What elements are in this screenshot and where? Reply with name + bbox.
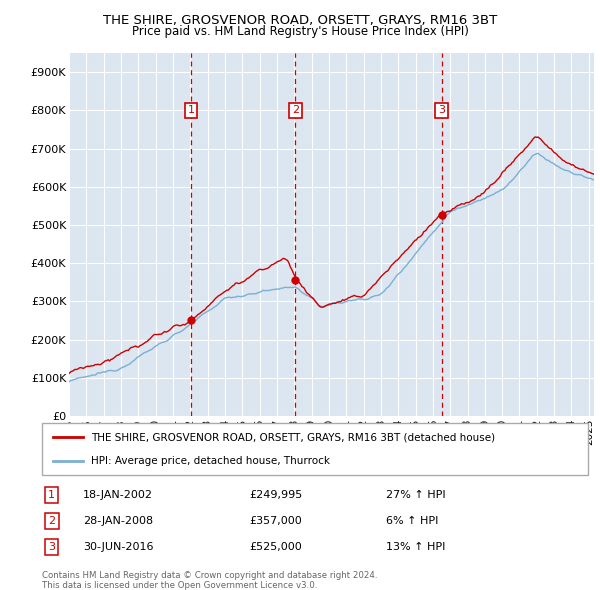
- Text: 27% ↑ HPI: 27% ↑ HPI: [386, 490, 446, 500]
- Text: 2: 2: [292, 106, 299, 116]
- Text: £357,000: £357,000: [250, 516, 302, 526]
- Text: 2: 2: [48, 516, 55, 526]
- Text: 18-JAN-2002: 18-JAN-2002: [83, 490, 153, 500]
- Text: 3: 3: [49, 542, 55, 552]
- Text: £249,995: £249,995: [250, 490, 303, 500]
- Text: HPI: Average price, detached house, Thurrock: HPI: Average price, detached house, Thur…: [91, 456, 330, 466]
- Text: 13% ↑ HPI: 13% ↑ HPI: [386, 542, 445, 552]
- Text: This data is licensed under the Open Government Licence v3.0.: This data is licensed under the Open Gov…: [42, 581, 317, 589]
- FancyBboxPatch shape: [42, 423, 588, 475]
- Text: Contains HM Land Registry data © Crown copyright and database right 2024.: Contains HM Land Registry data © Crown c…: [42, 571, 377, 579]
- Text: 28-JAN-2008: 28-JAN-2008: [83, 516, 153, 526]
- Text: £525,000: £525,000: [250, 542, 302, 552]
- Text: 1: 1: [49, 490, 55, 500]
- Text: 6% ↑ HPI: 6% ↑ HPI: [386, 516, 439, 526]
- Text: Price paid vs. HM Land Registry's House Price Index (HPI): Price paid vs. HM Land Registry's House …: [131, 25, 469, 38]
- Text: THE SHIRE, GROSVENOR ROAD, ORSETT, GRAYS, RM16 3BT: THE SHIRE, GROSVENOR ROAD, ORSETT, GRAYS…: [103, 14, 497, 27]
- Text: 3: 3: [438, 106, 445, 116]
- Text: THE SHIRE, GROSVENOR ROAD, ORSETT, GRAYS, RM16 3BT (detached house): THE SHIRE, GROSVENOR ROAD, ORSETT, GRAYS…: [91, 432, 495, 442]
- Text: 30-JUN-2016: 30-JUN-2016: [83, 542, 154, 552]
- Text: 1: 1: [188, 106, 194, 116]
